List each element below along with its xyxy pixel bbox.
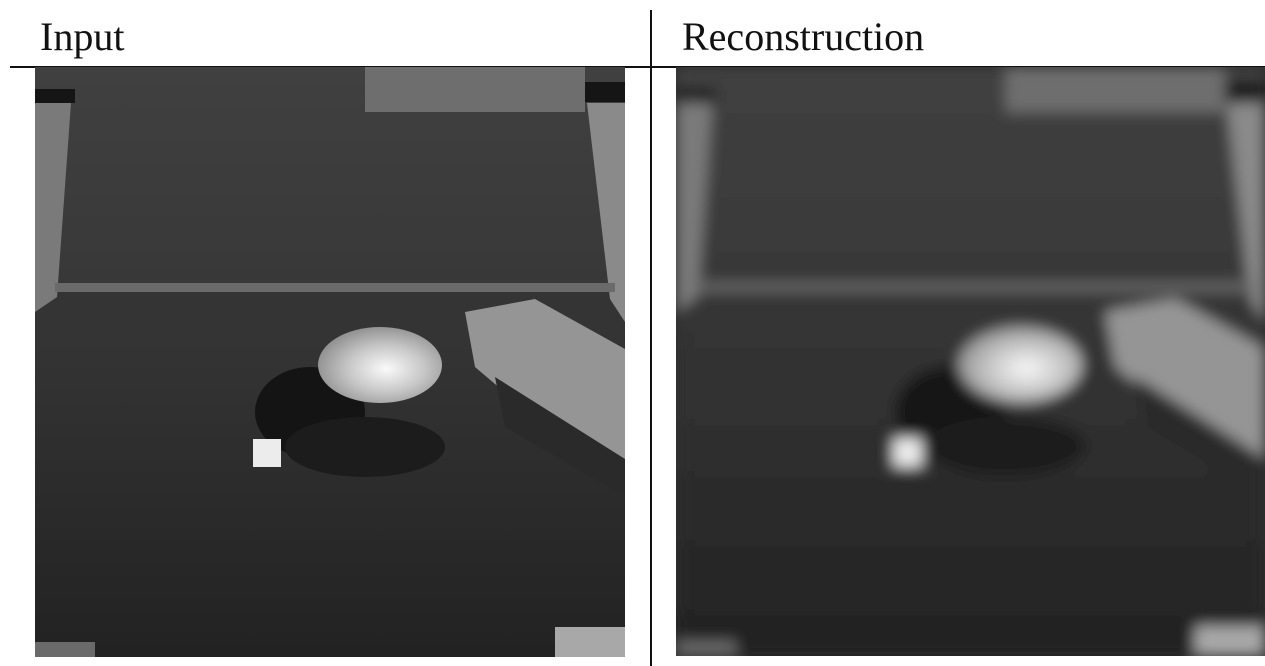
- reconstruction-image: [676, 67, 1265, 656]
- page: Input Reconstruction (() => { const data…: [0, 0, 1265, 666]
- figure: Input Reconstruction: [0, 0, 1265, 666]
- panel-title: Reconstruction: [682, 14, 924, 59]
- panel-title: Input: [40, 14, 124, 59]
- input-image: [35, 67, 625, 657]
